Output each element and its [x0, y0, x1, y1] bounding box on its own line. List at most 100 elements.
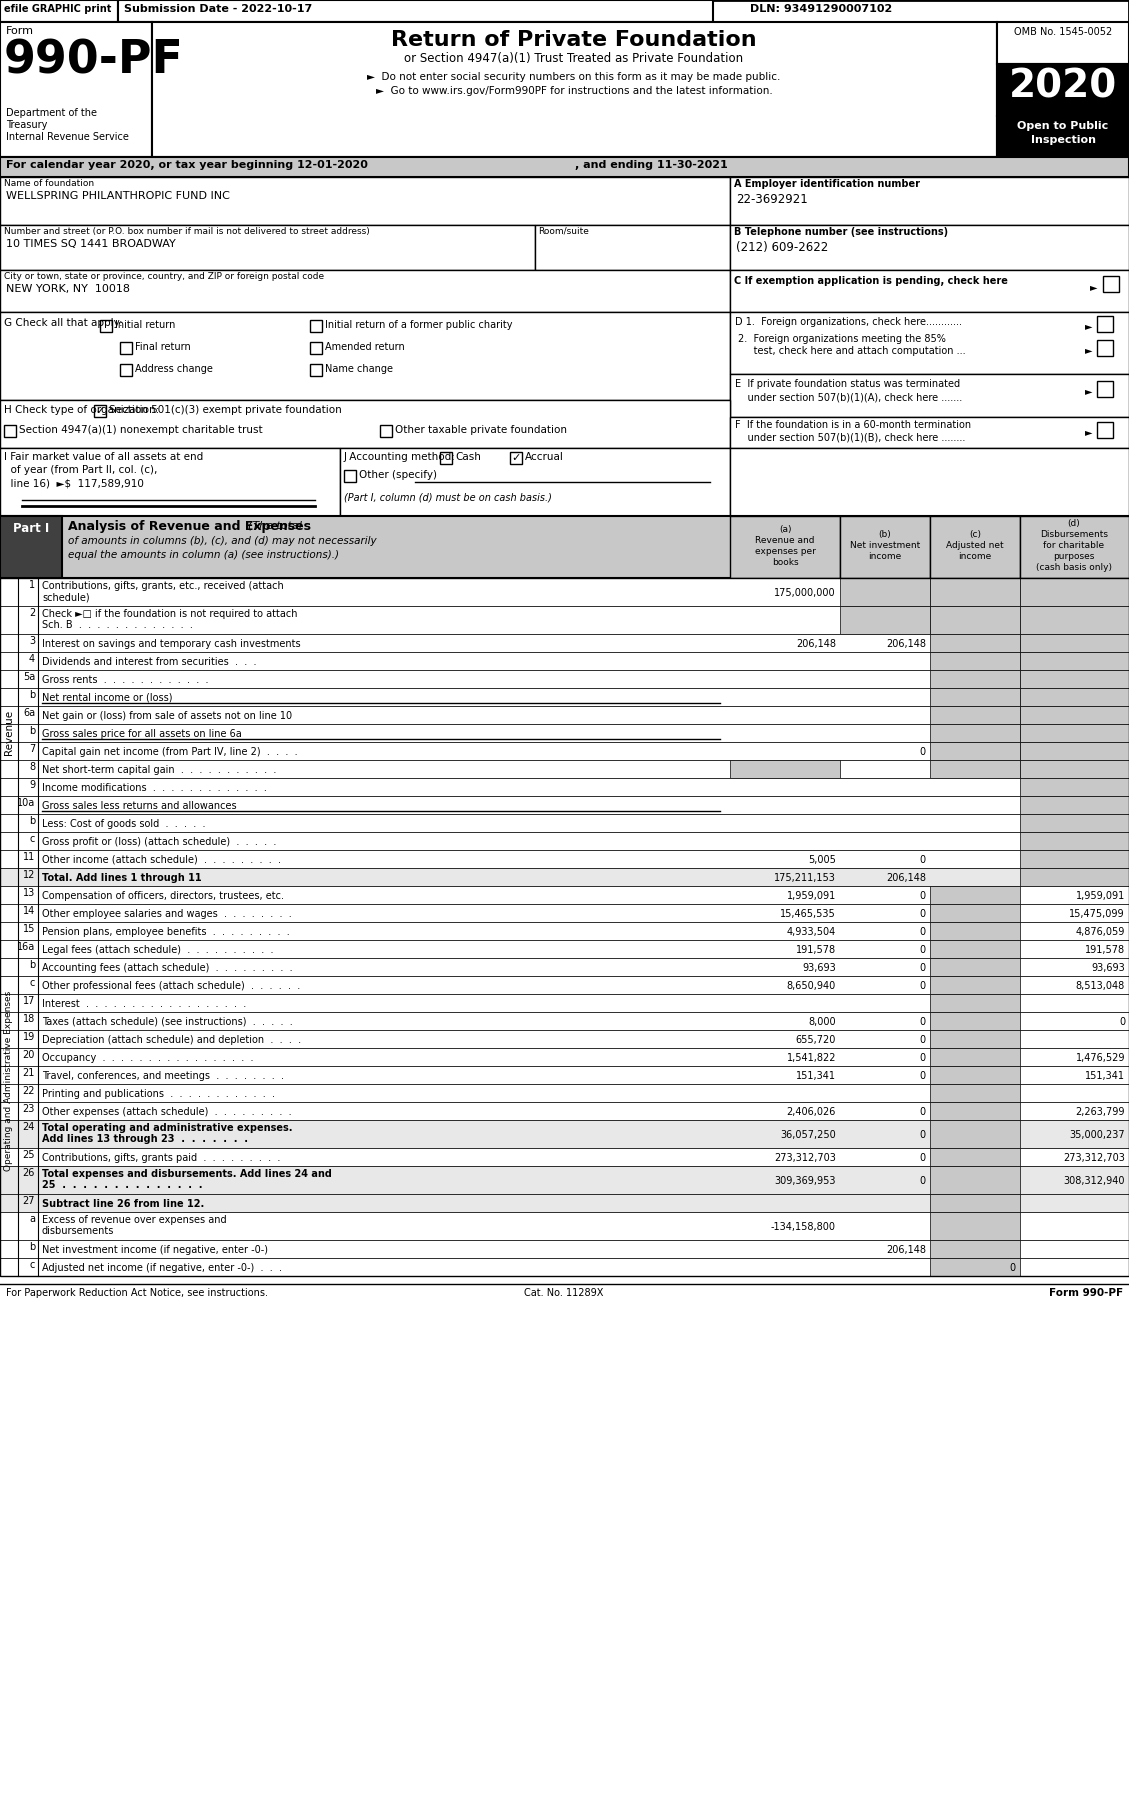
Text: 22-3692921: 22-3692921 [736, 192, 807, 207]
Bar [930, 886, 1019, 904]
Bar [930, 1165, 1019, 1194]
Text: 93,693: 93,693 [803, 964, 835, 973]
Text: 0: 0 [920, 1153, 926, 1163]
Bar [1019, 779, 1129, 797]
Bar [0, 689, 1129, 707]
Text: 9: 9 [29, 780, 35, 789]
Bar [0, 797, 1129, 814]
Text: 0: 0 [1119, 1018, 1124, 1027]
Text: 2,406,026: 2,406,026 [787, 1108, 835, 1117]
Text: 0: 0 [920, 1176, 926, 1187]
Text: under section 507(b)(1)(B), check here ........: under section 507(b)(1)(B), check here .… [735, 433, 965, 442]
Text: C If exemption application is pending, check here: C If exemption application is pending, c… [734, 277, 1008, 286]
Text: 0: 0 [920, 1072, 926, 1081]
Bar [930, 976, 1019, 994]
Text: 2020: 2020 [1009, 68, 1117, 106]
Text: Initial return: Initial return [115, 320, 175, 331]
Text: ►  Go to www.irs.gov/Form990PF for instructions and the latest information.: ► Go to www.irs.gov/Form990PF for instru… [376, 86, 772, 95]
Text: 7: 7 [28, 744, 35, 753]
Bar [0, 976, 1129, 994]
Text: Operating and Administrative Expenses: Operating and Administrative Expenses [5, 991, 14, 1170]
Text: Department of the: Department of the [6, 108, 97, 119]
Bar [5, 424, 16, 437]
Bar [930, 1066, 1019, 1084]
Text: 0: 0 [920, 910, 926, 919]
Text: 8: 8 [29, 762, 35, 771]
Text: I Fair market value of all assets at end: I Fair market value of all assets at end [5, 451, 203, 462]
Text: Interest  .  .  .  .  .  .  .  .  .  .  .  .  .  .  .  .  .  .: Interest . . . . . . . . . . . . . . . .… [42, 1000, 246, 1009]
Text: 20: 20 [23, 1050, 35, 1061]
Text: Part I: Part I [12, 521, 50, 536]
Bar [0, 994, 1129, 1012]
Text: Net investment: Net investment [850, 541, 920, 550]
Text: Internal Revenue Service: Internal Revenue Service [6, 131, 129, 142]
Bar [930, 1084, 1019, 1102]
Text: B Telephone number (see instructions): B Telephone number (see instructions) [734, 227, 948, 237]
Text: Other employee salaries and wages  .  .  .  .  .  .  .  .: Other employee salaries and wages . . . … [42, 910, 291, 919]
Bar [1097, 423, 1113, 439]
Bar [0, 940, 1129, 958]
Text: 0: 0 [920, 964, 926, 973]
Bar [1097, 381, 1113, 397]
Bar [930, 653, 1019, 671]
Text: c: c [29, 834, 35, 843]
Text: Other income (attach schedule)  .  .  .  .  .  .  .  .  .: Other income (attach schedule) . . . . .… [42, 856, 281, 865]
Text: NEW YORK, NY  10018: NEW YORK, NY 10018 [6, 284, 130, 295]
Bar [930, 516, 1019, 577]
Text: 206,148: 206,148 [796, 638, 835, 649]
Bar [0, 832, 1129, 850]
Text: F  If the foundation is in a 60-month termination: F If the foundation is in a 60-month ter… [735, 421, 971, 430]
Text: DLN: 93491290007102: DLN: 93491290007102 [750, 4, 892, 14]
Text: Adjusted net income (if negative, enter -0-)  .  .  .: Adjusted net income (if negative, enter … [42, 1262, 282, 1273]
Text: Gross sales less returns and allowances: Gross sales less returns and allowances [42, 800, 237, 811]
Text: Total. Add lines 1 through 11: Total. Add lines 1 through 11 [42, 874, 202, 883]
Text: H Check type of organization:: H Check type of organization: [5, 405, 159, 415]
Text: 175,000,000: 175,000,000 [774, 588, 835, 599]
Bar [0, 707, 1129, 725]
Text: test, check here and attach computation ...: test, check here and attach computation … [738, 345, 965, 356]
Bar [0, 1048, 1129, 1066]
Text: 8,000: 8,000 [808, 1018, 835, 1027]
Text: City or town, state or province, country, and ZIP or foreign postal code: City or town, state or province, country… [5, 271, 324, 280]
Text: 0: 0 [920, 892, 926, 901]
Bar [1019, 653, 1129, 671]
Text: 273,312,703: 273,312,703 [774, 1153, 835, 1163]
Text: a: a [29, 1214, 35, 1224]
Bar [152, 22, 997, 156]
Bar [0, 1120, 1129, 1147]
Text: 19: 19 [23, 1032, 35, 1043]
Text: Adjusted net: Adjusted net [946, 541, 1004, 550]
Bar [0, 761, 1129, 779]
Text: 0: 0 [1009, 1262, 1016, 1273]
Bar [1019, 707, 1129, 725]
Text: D 1.  Foreign organizations, check here............: D 1. Foreign organizations, check here..… [735, 316, 962, 327]
Bar [930, 1102, 1019, 1120]
Text: for charitable: for charitable [1043, 541, 1104, 550]
Text: 1,541,822: 1,541,822 [787, 1054, 835, 1063]
Bar [930, 577, 1019, 606]
Text: For Paperwork Reduction Act Notice, see instructions.: For Paperwork Reduction Act Notice, see … [6, 1287, 268, 1298]
Text: ✓: ✓ [95, 406, 104, 415]
Bar [930, 743, 1019, 761]
Bar [730, 270, 1129, 313]
Text: Return of Private Foundation: Return of Private Foundation [391, 31, 756, 50]
Text: Contributions, gifts, grants, etc., received (attach: Contributions, gifts, grants, etc., rece… [42, 581, 283, 592]
Text: Legal fees (attach schedule)  .  .  .  .  .  .  .  .  .  .: Legal fees (attach schedule) . . . . . .… [42, 946, 273, 955]
Bar [1019, 814, 1129, 832]
Text: , and ending 11-30-2021: , and ending 11-30-2021 [575, 160, 728, 171]
Bar [0, 313, 730, 399]
Text: 0: 0 [920, 1036, 926, 1045]
Bar [1019, 606, 1129, 635]
Bar [0, 448, 340, 516]
Bar [1019, 850, 1129, 868]
Bar [930, 671, 1019, 689]
Bar [0, 270, 730, 313]
Text: 206,148: 206,148 [886, 874, 926, 883]
Text: under section 507(b)(1)(A), check here .......: under section 507(b)(1)(A), check here .… [735, 392, 962, 403]
Bar [730, 225, 1129, 270]
Text: 15: 15 [23, 924, 35, 933]
Bar [0, 635, 1129, 653]
Text: 6a: 6a [23, 708, 35, 717]
Bar [730, 448, 1129, 516]
Text: OMB No. 1545-0052: OMB No. 1545-0052 [1014, 27, 1112, 38]
